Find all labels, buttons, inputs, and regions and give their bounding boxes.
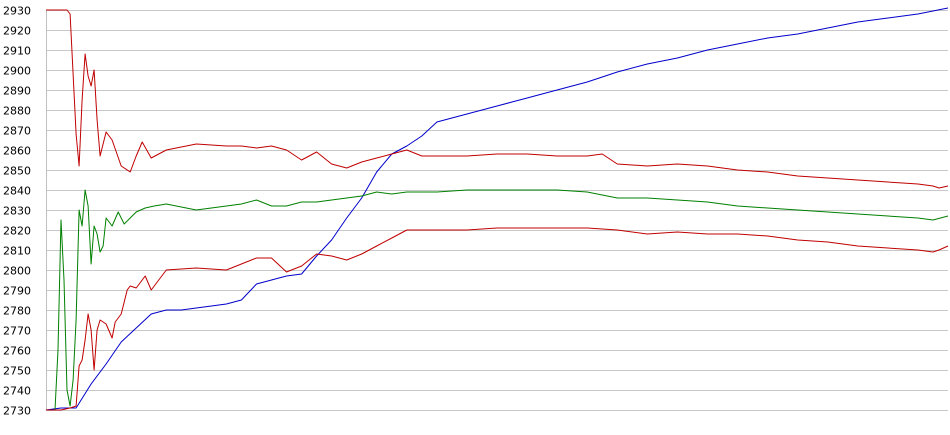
y-tick-label: 2760	[3, 345, 31, 358]
y-tick-label: 2820	[3, 225, 31, 238]
y-tick-label: 2850	[3, 165, 31, 178]
y-tick-label: 2840	[3, 185, 31, 198]
y-tick-label: 2900	[3, 65, 31, 78]
series-line-2	[46, 9, 949, 189]
y-tick-label: 2920	[3, 25, 31, 38]
y-tick-label: 2800	[3, 265, 31, 278]
y-tick-label: 2890	[3, 85, 31, 98]
y-tick-label: 2780	[3, 305, 31, 318]
series-line-3	[46, 189, 949, 411]
grid-lines	[46, 10, 948, 411]
y-tick-label: 2790	[3, 285, 31, 298]
y-tick-label: 2730	[3, 405, 31, 418]
y-tick-label: 2740	[3, 385, 31, 398]
y-tick-label: 2910	[3, 45, 31, 58]
series-lines	[45, 7, 949, 411]
y-tick-label: 2770	[3, 325, 31, 338]
y-axis-tick-labels: 2930 2920 2910 2900 2890 2880 2870 2860 2850 2840…	[3, 5, 31, 418]
y-tick-label: 2860	[3, 145, 31, 158]
series-line-1	[45, 7, 949, 411]
y-tick-label: 2830	[3, 205, 31, 218]
series-line-4	[46, 227, 949, 411]
y-tick-label: 2750	[3, 365, 31, 378]
y-tick-label: 2930	[3, 5, 31, 18]
y-tick-label: 2810	[3, 245, 31, 258]
y-tick-label: 2880	[3, 105, 31, 118]
y-tick-label: 2870	[3, 125, 31, 138]
